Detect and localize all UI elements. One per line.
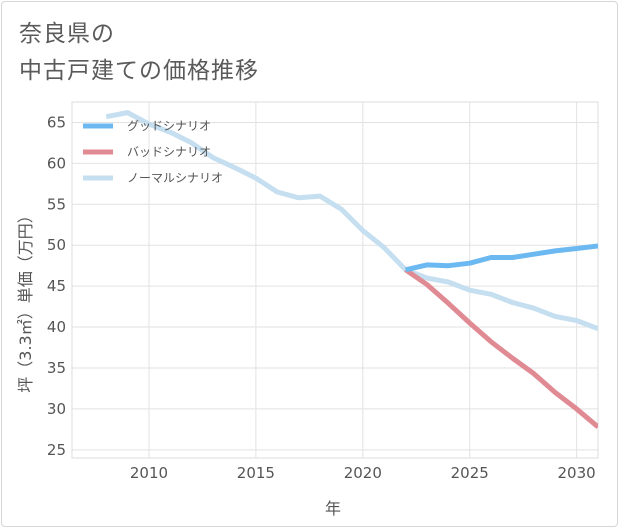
series-lines — [105, 110, 598, 429]
x-tick-label-2010: 2010 — [130, 464, 168, 482]
legend-label-2: ノーマルシナリオ — [127, 171, 223, 185]
y-tick-label-65: 65 — [47, 113, 66, 131]
legend-item-1[interactable]: バッドシナリオ — [83, 145, 211, 159]
legend-item-0[interactable]: グッドシナリオ — [83, 119, 211, 133]
x-tick-label-2025: 2025 — [451, 464, 489, 482]
y-tick-label-30: 30 — [47, 400, 66, 418]
page-title: 奈良県の 中古戸建ての価格推移 — [19, 16, 259, 90]
title-line-1: 奈良県の — [19, 21, 115, 47]
y-tick-label-60: 60 — [47, 154, 66, 172]
legend-label-0: グッドシナリオ — [127, 119, 211, 133]
y-tick-label-55: 55 — [47, 195, 66, 213]
y-axis-title: 坪（3.3㎡）単価（万円） — [16, 207, 35, 392]
y-tick-label-35: 35 — [47, 359, 66, 377]
x-axis-title: 年 — [325, 499, 341, 518]
x-tick-label-2020: 2020 — [344, 464, 382, 482]
series-line-0 — [405, 243, 598, 273]
y-tick-label-40: 40 — [47, 318, 66, 336]
legend-item-2[interactable]: ノーマルシナリオ — [83, 171, 223, 185]
x-tick-label-2030: 2030 — [558, 464, 596, 482]
series-line-1 — [404, 267, 598, 429]
plot-area-border — [71, 101, 599, 459]
y-tick-label-25: 25 — [47, 441, 66, 459]
legend-label-1: バッドシナリオ — [127, 145, 211, 159]
x-tick-label-2015: 2015 — [237, 464, 275, 482]
title-line-2: 中古戸建ての価格推移 — [19, 58, 259, 84]
y-tick-label-50: 50 — [47, 236, 66, 254]
y-axis: 25 30 35 40 45 50 55 60 65 — [47, 113, 66, 458]
y-tick-label-45: 45 — [47, 277, 66, 295]
x-axis: 2010 2015 2020 2025 2030 — [130, 464, 596, 482]
series-line-2 — [105, 110, 598, 332]
